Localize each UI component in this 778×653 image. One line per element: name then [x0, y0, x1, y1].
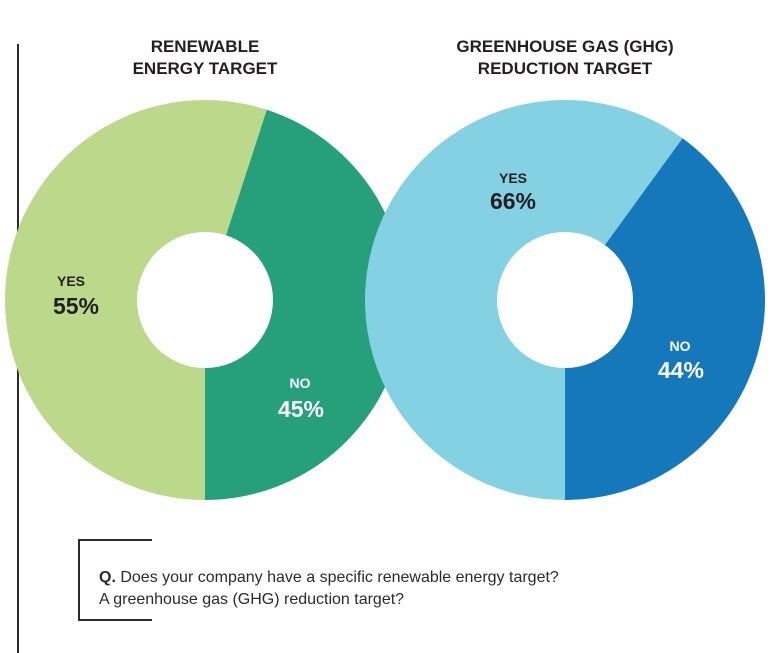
survey-question: Q. Does your company have a specific ren… [99, 567, 659, 611]
slice-value-yes: 55% [53, 293, 99, 319]
slice-no [205, 109, 405, 500]
chart-title-line-1: RENEWABLE [151, 37, 260, 56]
slice-label-yes: YES [499, 170, 527, 186]
chart-title-line-1: GREENHOUSE GAS (GHG) [456, 37, 673, 56]
chart-title-line-2: REDUCTION TARGET [478, 59, 653, 78]
chart-title-line-2: ENERGY TARGET [133, 59, 278, 78]
donut-hole [137, 232, 273, 368]
slice-value-no: 45% [278, 396, 324, 422]
question-bracket [78, 539, 152, 621]
slice-label-no: NO [290, 375, 311, 391]
question-line-2: A greenhouse gas (GHG) reduction target? [99, 591, 405, 608]
donut-charts-svg: RENEWABLE ENERGY TARGET YES 55% NO 45% G… [4, 37, 765, 501]
question-prefix: Q. [99, 569, 116, 586]
slice-value-yes: 66% [490, 188, 536, 214]
slice-no [565, 138, 765, 500]
ghg-reduction-chart: GREENHOUSE GAS (GHG) REDUCTION TARGET YE… [364, 37, 765, 500]
renewable-energy-chart: RENEWABLE ENERGY TARGET YES 55% NO 45% [4, 37, 405, 501]
slice-value-no: 44% [658, 357, 704, 383]
slice-label-no: NO [670, 338, 691, 354]
donut-hole [497, 232, 633, 368]
question-line-1: Q. Does your company have a specific ren… [99, 567, 659, 589]
slice-yes [4, 100, 267, 501]
slice-label-yes: YES [57, 273, 85, 289]
question-text-1: Does your company have a specific renewa… [120, 569, 559, 586]
